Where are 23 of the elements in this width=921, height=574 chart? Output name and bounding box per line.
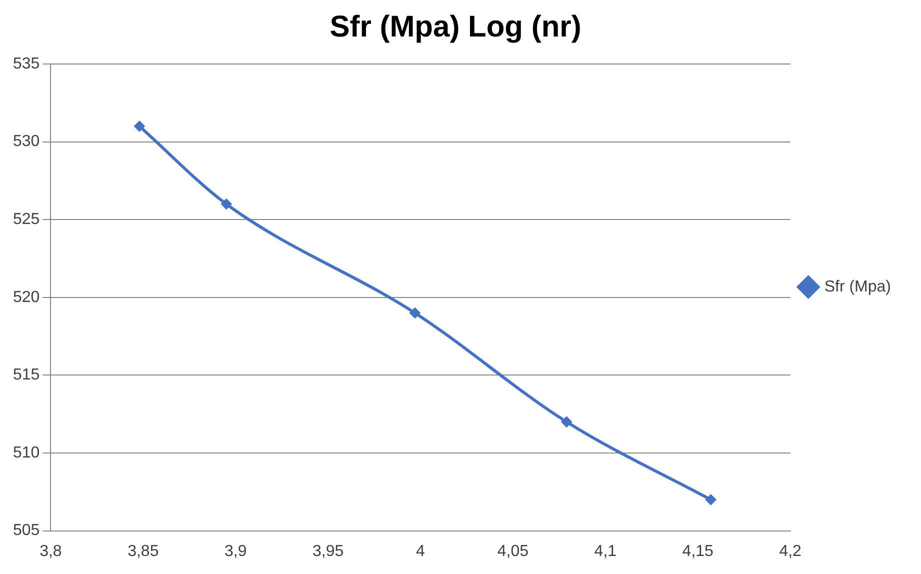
y-tick-label: 510 xyxy=(12,444,40,462)
y-tick-label: 530 xyxy=(12,133,40,150)
point xyxy=(220,198,232,210)
x-tick-label: 4,2 xyxy=(779,542,802,560)
x-tick-label: 4,1 xyxy=(594,542,617,560)
x-tick-label: 4 xyxy=(416,542,426,560)
x-tick-label: 4,05 xyxy=(497,542,529,560)
x-tick-label: 3,85 xyxy=(128,542,159,560)
y-tick-label: 535 xyxy=(12,55,40,72)
y-tick-label: 505 xyxy=(12,522,40,540)
point xyxy=(409,307,420,318)
y-tick-label: 515 xyxy=(12,366,40,384)
point xyxy=(134,120,145,132)
x-tick-label: 4,15 xyxy=(682,542,714,560)
point xyxy=(561,416,572,428)
chart-title: Sfr (Mpa) Log (nr) xyxy=(330,10,582,44)
x-tick-label: 3,8 xyxy=(40,542,62,560)
x-tick-label: 3,95 xyxy=(312,542,344,560)
legend-label: Sfr (Mpa) xyxy=(824,278,891,296)
point xyxy=(705,494,716,506)
x-tick-label: 3,9 xyxy=(224,542,247,560)
y-tick-label: 525 xyxy=(12,211,40,228)
y-tick-label: 520 xyxy=(12,288,40,306)
